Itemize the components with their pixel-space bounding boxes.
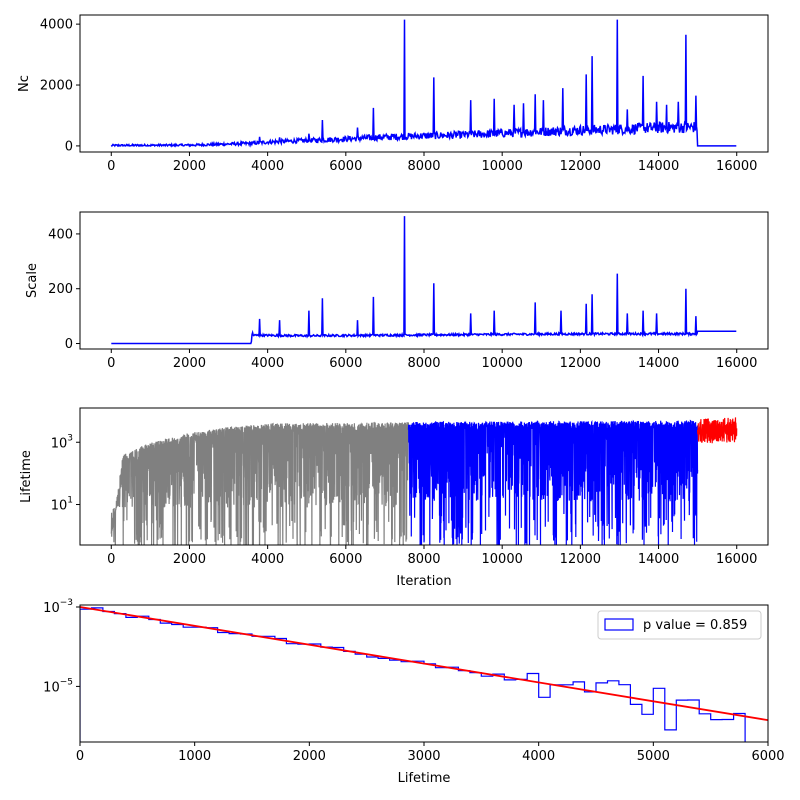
series-segment-1 (110, 421, 409, 545)
y-tick-base: 10 (51, 436, 68, 451)
y-tick-label: 101 (51, 496, 73, 514)
fit-line (80, 606, 768, 722)
x-axis-label: Lifetime (398, 771, 451, 786)
y-tick-label: 10−5 (43, 677, 73, 695)
y-tick-label: 200 (48, 282, 73, 297)
x-tick-label: 2000 (173, 356, 206, 371)
subplot-4: 0 1000 2000 3000 4000 5000 600010−510−3Lifetim… (43, 598, 784, 786)
y-tick-exponent: 1 (67, 496, 73, 506)
subplot-3: 0 2000 4000 6000 8000 10000 12000 14000 16000101… (19, 407, 769, 589)
x-tick-label: 2000 (173, 159, 206, 174)
x-tick-label: 6000 (329, 356, 362, 371)
y-tick-base: 10 (43, 601, 60, 616)
x-axis-label: Iteration (396, 574, 451, 589)
x-tick-label: 8000 (407, 159, 440, 174)
y-tick-label: 400 (48, 227, 73, 242)
x-tick-label: 8000 (407, 356, 440, 371)
x-tick-label: 8000 (407, 552, 440, 567)
x-tick-label: 10000 (482, 356, 523, 371)
x-tick-label: 4000 (522, 749, 555, 764)
x-tick-label: 0 (107, 552, 115, 567)
y-axis-label: Scale (25, 263, 40, 298)
y-tick-exponent: 3 (67, 433, 73, 443)
y-tick-label: 4000 (40, 18, 73, 33)
legend-box (597, 610, 762, 640)
legend: p value = 0.859 (597, 610, 762, 640)
x-tick-label: 6000 (329, 552, 362, 567)
x-tick-label: 5000 (637, 749, 670, 764)
y-tick-exponent: −3 (60, 598, 73, 608)
legend-label: p value = 0.859 (643, 618, 747, 633)
x-tick-label: 6000 (751, 749, 784, 764)
x-tick-label: 14000 (638, 552, 679, 567)
series-segment-2 (407, 419, 699, 545)
x-tick-label: 2000 (293, 749, 326, 764)
y-tick-label: 103 (51, 433, 73, 451)
x-tick-label: 0 (76, 749, 84, 764)
x-tick-label: 1000 (178, 749, 211, 764)
x-tick-label: 3000 (407, 749, 440, 764)
x-tick-label: 4000 (251, 159, 284, 174)
x-tick-label: 10000 (482, 552, 523, 567)
x-tick-label: 6000 (329, 159, 362, 174)
y-tick-exponent: −5 (60, 677, 73, 687)
subplot-2: 0 2000 4000 6000 8000 10000 12000 14000 16000 0 20… (25, 211, 769, 371)
y-tick-label: 2000 (40, 79, 73, 94)
subplot-1: 0 2000 4000 6000 8000 10000 12000 14000 16000 0 20… (17, 14, 769, 174)
x-tick-label: 14000 (638, 356, 679, 371)
x-tick-label: 10000 (482, 159, 523, 174)
y-tick-label: 0 (65, 337, 73, 352)
series-segment-3 (697, 417, 738, 444)
x-tick-label: 12000 (560, 552, 601, 567)
x-tick-label: 16000 (716, 552, 757, 567)
y-tick-label: 0 (65, 139, 73, 154)
y-axis-label: Nc (17, 75, 32, 92)
x-tick-label: 4000 (251, 552, 284, 567)
legend-swatch (604, 618, 634, 631)
series-line (111, 216, 737, 345)
x-tick-label: 14000 (638, 159, 679, 174)
x-tick-label: 12000 (560, 159, 601, 174)
y-axis-label: Lifetime (19, 450, 34, 503)
x-tick-label: 16000 (716, 356, 757, 371)
x-tick-label: 0 (107, 356, 115, 371)
x-tick-label: 0 (107, 159, 115, 174)
series-line (110, 19, 737, 148)
y-tick-label: 10−3 (43, 598, 73, 616)
x-tick-label: 2000 (173, 552, 206, 567)
x-tick-label: 16000 (716, 159, 757, 174)
x-tick-label: 4000 (251, 356, 284, 371)
y-tick-base: 10 (43, 680, 60, 695)
x-tick-label: 12000 (560, 356, 601, 371)
y-tick-base: 10 (51, 499, 68, 514)
